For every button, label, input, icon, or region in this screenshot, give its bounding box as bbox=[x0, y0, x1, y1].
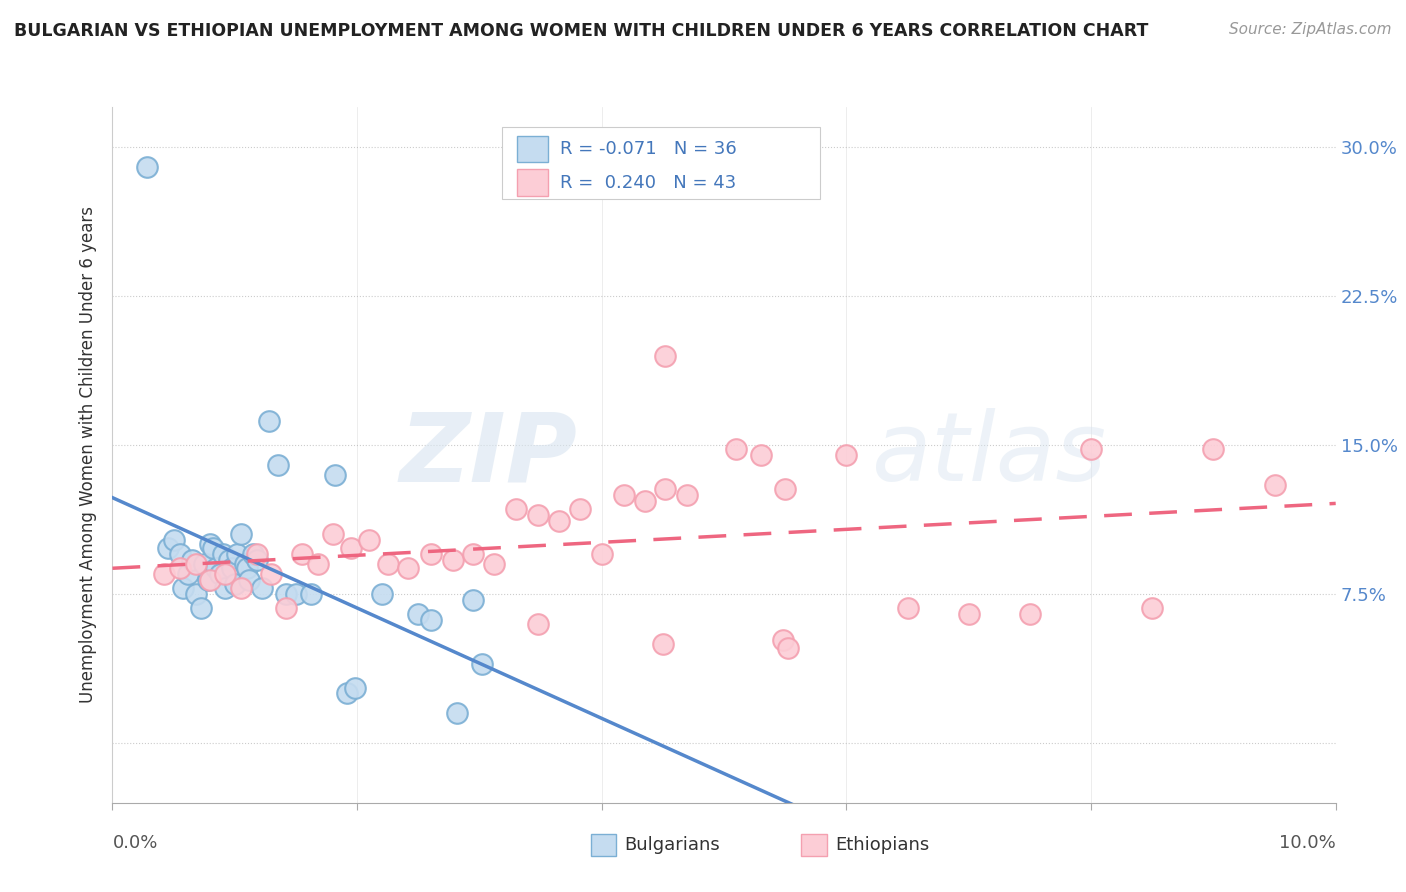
Point bbox=[291, 547, 314, 561]
Point bbox=[773, 482, 796, 496]
Point bbox=[323, 467, 346, 482]
Point bbox=[463, 547, 485, 561]
Point bbox=[184, 587, 207, 601]
Point bbox=[1142, 601, 1164, 615]
Point bbox=[229, 527, 252, 541]
Point bbox=[749, 448, 772, 462]
Point bbox=[218, 553, 240, 567]
Point bbox=[676, 488, 699, 502]
Point bbox=[299, 587, 322, 601]
Point bbox=[1202, 442, 1225, 456]
Point bbox=[233, 558, 256, 572]
Point bbox=[463, 593, 485, 607]
Text: ZIP: ZIP bbox=[399, 409, 578, 501]
Point bbox=[1264, 477, 1286, 491]
Point bbox=[633, 493, 655, 508]
Point bbox=[568, 501, 591, 516]
Point bbox=[190, 601, 212, 615]
Point bbox=[135, 160, 157, 174]
Text: Bulgarians: Bulgarians bbox=[624, 836, 720, 855]
Point bbox=[153, 567, 176, 582]
Point bbox=[1080, 442, 1102, 456]
Text: Source: ZipAtlas.com: Source: ZipAtlas.com bbox=[1229, 22, 1392, 37]
Point bbox=[340, 541, 363, 556]
Point bbox=[441, 553, 464, 567]
Point bbox=[221, 561, 243, 575]
Point bbox=[211, 547, 233, 561]
Point bbox=[226, 547, 249, 561]
Text: atlas: atlas bbox=[870, 409, 1107, 501]
Point bbox=[197, 573, 219, 587]
Text: 0.0%: 0.0% bbox=[112, 834, 157, 852]
Point bbox=[201, 541, 224, 556]
Point bbox=[482, 558, 505, 572]
Point bbox=[654, 482, 676, 496]
Point bbox=[343, 681, 366, 695]
Point bbox=[408, 607, 430, 621]
Point bbox=[260, 567, 283, 582]
Point bbox=[772, 632, 794, 647]
Point bbox=[200, 573, 222, 587]
Text: BULGARIAN VS ETHIOPIAN UNEMPLOYMENT AMONG WOMEN WITH CHILDREN UNDER 6 YEARS CORR: BULGARIAN VS ETHIOPIAN UNEMPLOYMENT AMON… bbox=[14, 22, 1149, 40]
Point bbox=[471, 657, 494, 671]
Point bbox=[238, 573, 260, 587]
Text: R =  0.240   N = 43: R = 0.240 N = 43 bbox=[560, 174, 735, 192]
Point bbox=[246, 553, 269, 567]
Point bbox=[419, 547, 441, 561]
Point bbox=[209, 567, 232, 582]
Text: Ethiopians: Ethiopians bbox=[835, 836, 929, 855]
Point bbox=[224, 577, 246, 591]
Point bbox=[193, 558, 215, 572]
Point bbox=[229, 581, 252, 595]
Point bbox=[725, 442, 748, 456]
Point bbox=[236, 561, 259, 575]
Point bbox=[177, 567, 200, 582]
Y-axis label: Unemployment Among Women with Children Under 6 years: Unemployment Among Women with Children U… bbox=[79, 206, 97, 704]
Point bbox=[214, 567, 236, 582]
Point bbox=[505, 501, 527, 516]
Point bbox=[250, 581, 273, 595]
Point bbox=[266, 458, 288, 472]
Point bbox=[205, 561, 228, 575]
Point bbox=[163, 533, 186, 548]
Point bbox=[446, 706, 468, 721]
Point bbox=[322, 527, 344, 541]
Point bbox=[591, 547, 613, 561]
Text: R = -0.071   N = 36: R = -0.071 N = 36 bbox=[560, 140, 737, 158]
Text: 10.0%: 10.0% bbox=[1279, 834, 1336, 852]
Point bbox=[184, 558, 207, 572]
Point bbox=[214, 581, 236, 595]
Point bbox=[613, 488, 636, 502]
Point bbox=[776, 640, 799, 655]
Point bbox=[276, 601, 298, 615]
Point bbox=[527, 616, 550, 631]
Point bbox=[200, 537, 222, 551]
Point bbox=[398, 561, 420, 575]
Point bbox=[1018, 607, 1040, 621]
Point bbox=[257, 414, 280, 428]
Point bbox=[156, 541, 179, 556]
Point bbox=[169, 561, 191, 575]
Point bbox=[419, 613, 441, 627]
Point bbox=[652, 637, 675, 651]
Point bbox=[377, 558, 399, 572]
Point bbox=[835, 448, 858, 462]
Point bbox=[897, 601, 920, 615]
Point bbox=[181, 553, 204, 567]
Point bbox=[370, 587, 392, 601]
Point bbox=[276, 587, 298, 601]
Point bbox=[307, 558, 329, 572]
Point bbox=[527, 508, 550, 522]
Point bbox=[242, 547, 264, 561]
Point bbox=[284, 587, 308, 601]
Point bbox=[359, 533, 381, 548]
Point bbox=[246, 547, 269, 561]
Point bbox=[169, 547, 191, 561]
Point bbox=[957, 607, 980, 621]
Point bbox=[654, 349, 676, 363]
Point bbox=[172, 581, 194, 595]
Point bbox=[336, 686, 359, 700]
Point bbox=[548, 514, 571, 528]
